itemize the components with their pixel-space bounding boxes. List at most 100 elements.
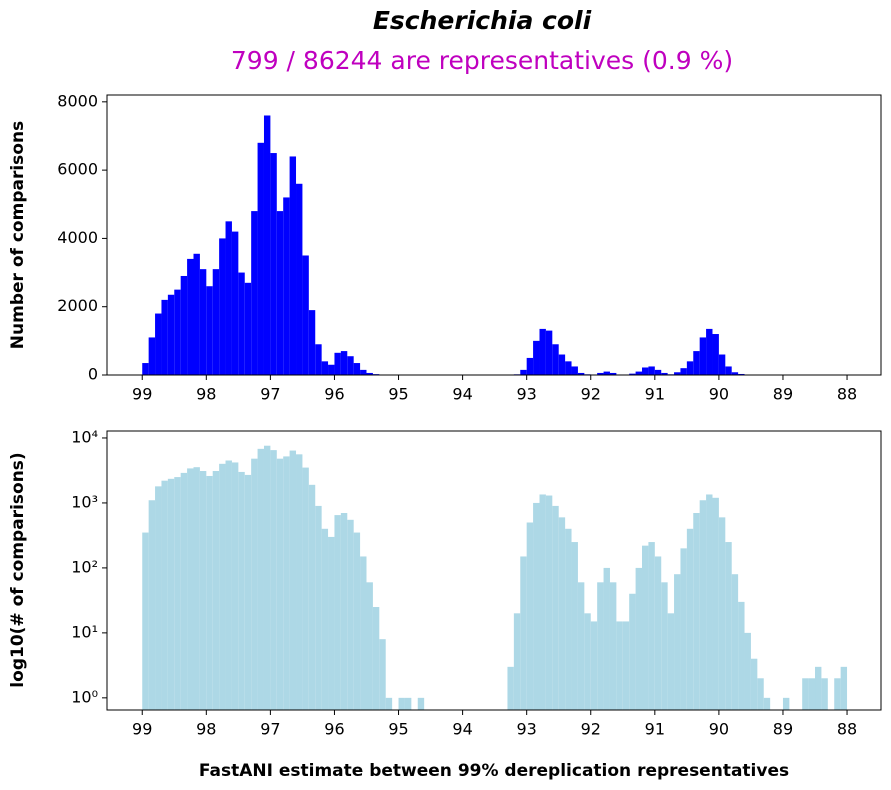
histogram-bar — [142, 363, 149, 375]
histogram-bar — [340, 512, 348, 710]
histogram-bar — [808, 678, 816, 710]
histogram-bar — [667, 613, 675, 710]
histogram-bar — [725, 542, 732, 710]
y-tick-label: 10¹ — [71, 622, 98, 641]
histogram-bar — [251, 458, 258, 710]
histogram-bar — [263, 115, 271, 376]
histogram-bar — [142, 532, 149, 710]
histogram-bar — [731, 574, 739, 710]
histogram-bar — [308, 310, 316, 375]
histogram-bar — [270, 450, 277, 710]
histogram-bar — [642, 367, 649, 375]
histogram-bar — [334, 515, 341, 710]
histogram-bar — [558, 517, 566, 710]
y-axis-label: Number of comparisons — [8, 121, 28, 349]
histogram-bar — [219, 238, 226, 375]
histogram-bar — [206, 475, 213, 710]
histogram-bar — [533, 340, 540, 375]
histogram-bar — [680, 368, 687, 375]
histogram-bar — [328, 364, 335, 375]
histogram-bar — [571, 366, 578, 375]
x-tick-label: 92 — [581, 385, 601, 404]
histogram-bar — [296, 183, 303, 375]
histogram-bar — [289, 450, 297, 710]
histogram-bar — [635, 567, 643, 710]
histogram-bar — [199, 269, 207, 375]
histogram-bar — [199, 471, 207, 710]
histogram-bar — [347, 519, 354, 710]
histogram-bar — [654, 556, 662, 710]
histogram-bar — [353, 532, 361, 710]
histogram-bar — [840, 666, 848, 710]
y-tick-label: 10³ — [71, 492, 98, 511]
histogram-bar — [782, 697, 790, 710]
histogram-bar — [616, 621, 623, 710]
histogram-bar — [283, 197, 290, 375]
x-tick-label: 97 — [260, 385, 280, 404]
histogram-bar — [712, 497, 719, 710]
y-tick-label: 6000 — [57, 160, 98, 179]
histogram-bar — [693, 351, 700, 375]
histogram-bar — [308, 484, 316, 710]
x-tick-label: 91 — [645, 720, 665, 739]
histogram-bar — [603, 371, 610, 375]
x-tick-label: 91 — [645, 385, 665, 404]
histogram-bar — [315, 344, 322, 375]
histogram-bar — [577, 582, 585, 710]
histogram-bar — [193, 467, 200, 710]
x-tick-label: 98 — [196, 385, 216, 404]
x-tick-label: 94 — [452, 720, 472, 739]
histogram-bar — [718, 354, 726, 375]
histogram-bar — [372, 607, 380, 710]
x-tick-label: 99 — [132, 720, 152, 739]
histogram-bar — [821, 678, 828, 710]
histogram-bar — [725, 366, 732, 375]
histogram-bar — [225, 221, 232, 375]
histogram-bar — [219, 463, 226, 710]
histogram-bar — [296, 454, 303, 710]
histogram-bar — [609, 582, 617, 710]
histogram-bar — [539, 494, 546, 710]
histogram-bar — [167, 294, 175, 375]
histogram-bar — [513, 613, 521, 710]
x-tick-label: 95 — [388, 720, 408, 739]
histogram-bar — [212, 269, 220, 375]
histogram-bar — [706, 494, 713, 710]
x-tick-label: 93 — [516, 720, 536, 739]
x-tick-label: 92 — [581, 720, 601, 739]
histogram-bar — [180, 275, 188, 375]
histogram-bar — [629, 593, 636, 710]
histogram-bar — [321, 361, 329, 375]
histogram-bar — [622, 621, 630, 710]
histogram-bar — [417, 697, 425, 710]
histogram-bar — [654, 369, 662, 375]
histogram-bar — [238, 471, 245, 710]
histogram-bar — [315, 505, 322, 710]
histogram-bar — [366, 372, 373, 375]
histogram-bar — [526, 522, 534, 710]
y-tick-label: 2000 — [57, 296, 98, 315]
histogram-bar — [744, 632, 751, 710]
histogram-bar — [712, 334, 719, 375]
histogram-bar — [244, 474, 252, 710]
histogram-bar — [706, 328, 713, 375]
histogram-bar — [276, 211, 284, 375]
x-tick-label: 98 — [196, 720, 216, 739]
histogram-bar — [565, 528, 572, 710]
x-tick-label: 88 — [837, 385, 857, 404]
histogram-bar — [686, 528, 694, 710]
x-tick-label: 93 — [516, 385, 536, 404]
histogram-bar — [763, 697, 771, 710]
histogram-bar — [257, 142, 264, 375]
x-tick-label: 90 — [709, 720, 729, 739]
x-axis-label: FastANI estimate between 99% dereplicati… — [199, 761, 789, 781]
histogram-bar — [212, 471, 220, 710]
histogram-bar — [750, 658, 758, 710]
histogram-bar — [738, 601, 745, 710]
histogram-bar — [385, 697, 393, 710]
histogram-bar — [404, 697, 412, 710]
histogram-bar — [802, 678, 809, 710]
histogram-bar — [526, 357, 534, 375]
histogram-bar — [167, 478, 175, 710]
histogram-bar — [161, 480, 168, 710]
